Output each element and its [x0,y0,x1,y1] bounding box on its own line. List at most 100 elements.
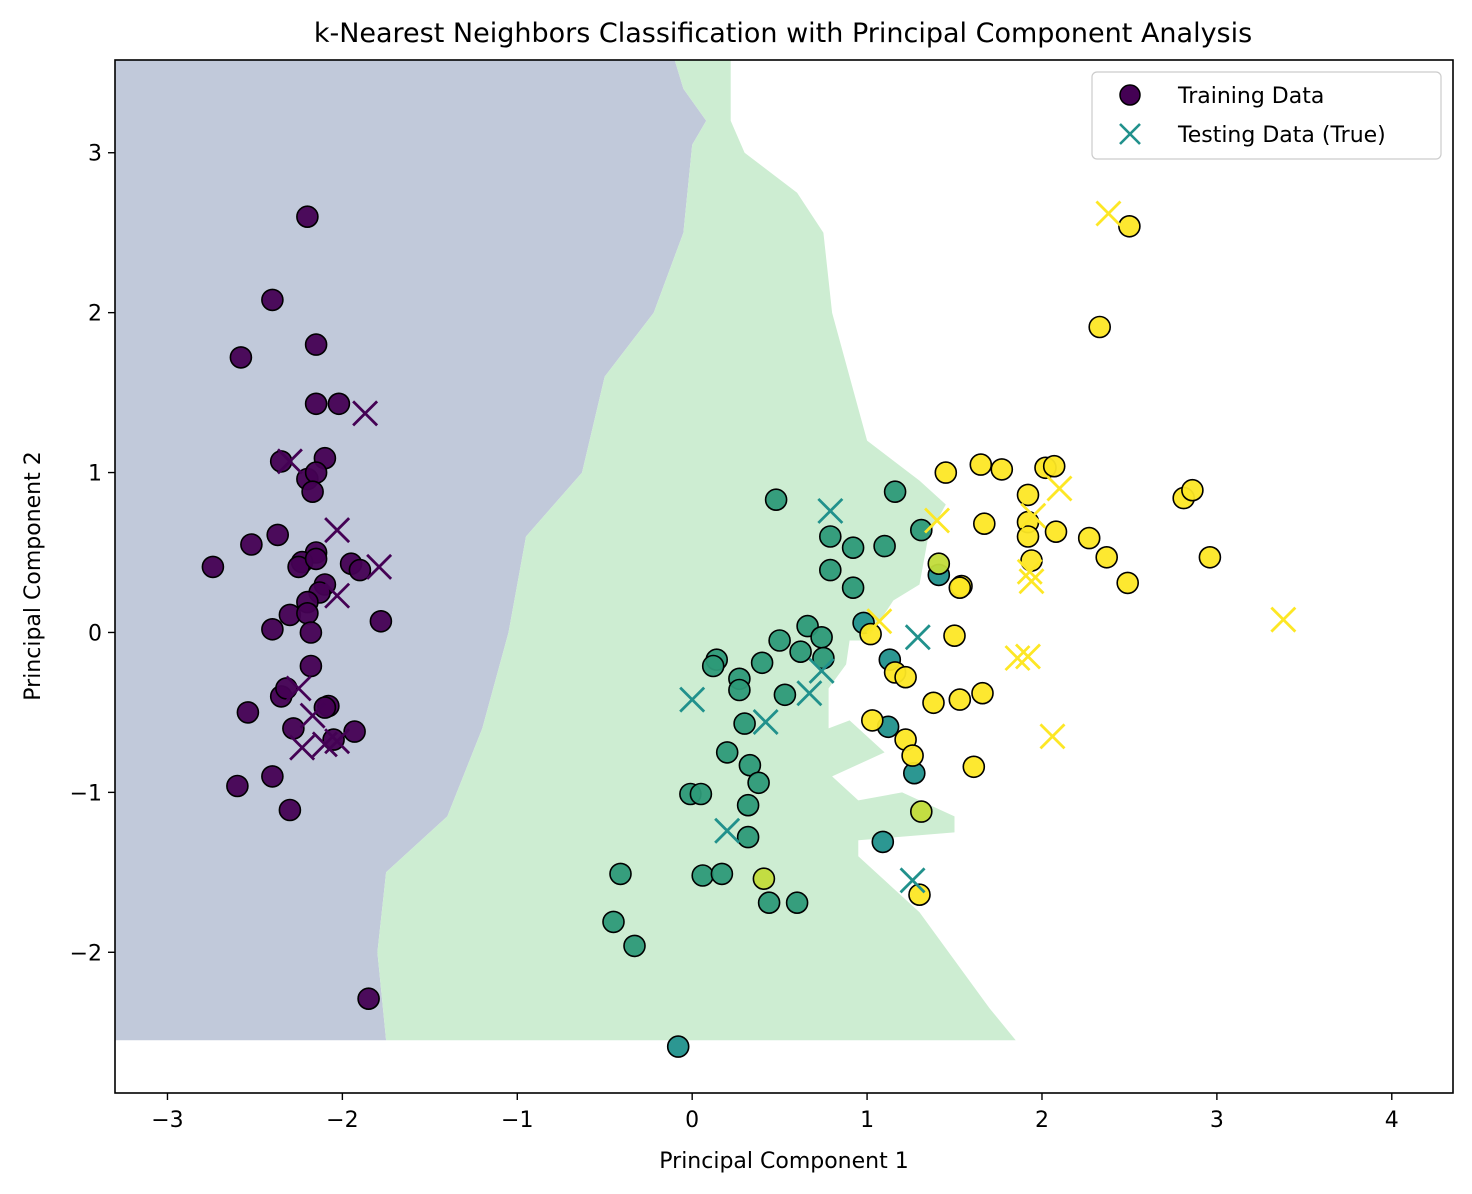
training-point-class0 [240,533,263,556]
training-point-class2 [894,665,917,689]
training-points [201,205,1222,1058]
testing-x-stroke [1095,200,1122,227]
testing-x-stroke [366,553,393,580]
training-point-class1 [757,891,781,915]
testing-x-stroke [1020,502,1047,529]
training-point-class2 [969,453,993,476]
training-point-class2 [943,624,966,648]
testing-x-stroke [1018,568,1045,595]
testing-point-class0 [324,582,351,609]
testing-x-stroke [299,702,326,729]
training-point-class2 [859,622,882,646]
training-point-class1_teal [666,1035,690,1058]
training-point-class1 [768,629,791,652]
testing-point-class2 [924,507,951,534]
y-tick-label: −2 [70,941,102,966]
x-axis-label: Principal Component 1 [659,1149,908,1174]
testing-x-stroke [1016,558,1043,585]
testing-x-stroke [899,867,926,894]
testing-x-stroke [324,728,351,755]
training-point-class2 [1042,454,1066,478]
training-point-class1 [710,862,734,886]
legend-box [1091,71,1442,160]
training-point-class0 [348,558,372,582]
training-point-class1 [789,640,812,664]
training-point-class0 [343,720,366,743]
training-point-class2 [1044,520,1068,544]
training-point-class0 [261,765,284,788]
testing-point-class0 [299,702,326,729]
testing-point-class0 [276,448,303,475]
testing-point-class0 [366,553,393,580]
x-tick-label: 4 [1385,1108,1399,1133]
training-point-class2 [1077,526,1101,550]
training-point-class1 [773,683,797,707]
training-point-class1 [750,651,774,675]
testing-x-stroke [796,680,823,707]
y-tick-label: 1 [88,462,102,487]
testing-point-class1 [714,817,741,844]
training-point-class1 [841,536,865,560]
testing-point-class2 [1046,475,1073,502]
chart-title: k-Nearest Neighbors Classification with … [314,18,1252,49]
testing-point-class1 [796,680,823,707]
training-point-class0 [229,346,253,369]
legend-training-marker [1119,84,1141,106]
y-tick-label: 3 [88,142,102,167]
testing-x-stroke [866,608,893,635]
training-point-class2 [908,883,931,907]
y-tick-label: 0 [88,621,102,646]
training-point-class0 [278,798,302,822]
x-tick-label: 1 [860,1108,874,1133]
testing-x-stroke [904,624,931,651]
training-point-class0 [261,617,284,641]
testing-x-stroke [285,675,312,702]
testing-x-stroke [324,517,351,544]
x-tick-label: −2 [326,1108,358,1133]
training-point-class2 [1095,545,1118,569]
training-point-class2 [1016,483,1040,507]
testing-point-class2 [1004,645,1031,672]
y-tick-label: −1 [70,781,102,806]
y-tick-label: 2 [88,302,102,327]
testing-x-stroke [1014,643,1041,670]
testing-x-stroke [276,448,303,475]
training-point-class0 [304,547,328,571]
training-point-class1 [883,480,907,504]
testing-point-class1 [679,686,706,713]
training-point-class0 [226,774,249,798]
training-point-class2 [971,681,994,705]
y-axis-ticks: −2 −1 0 1 2 3 [70,142,115,966]
x-tick-label: −3 [151,1108,183,1133]
training-point-class2 [922,691,945,715]
testing-x-stroke [1004,645,1031,672]
testing-x-stroke [1039,723,1066,750]
testing-x-stroke [1270,606,1297,633]
testing-point-class2 [866,608,893,635]
testing-point-class2 [1095,200,1122,227]
testing-points [276,200,1297,894]
testing-x-stroke [1046,475,1073,502]
training-point-class2 [1181,478,1204,502]
testing-point-class1 [808,657,835,684]
training-point-class2 [948,576,972,600]
testing-x-stroke [817,497,844,524]
x-tick-label: 0 [685,1108,699,1133]
legend-testing-marker [1119,123,1141,145]
testing-point-class1 [899,867,926,894]
training-point-class0 [296,205,319,228]
training-point-class1 [873,534,896,558]
training-point-class2 [990,458,1014,481]
training-point-class0 [313,696,337,719]
training-point-class2 [1116,571,1139,595]
legend-testing-label: Testing Data (True) [1177,123,1386,148]
training-point-class2 [1016,525,1040,548]
legend-training-label: Training Data [1177,84,1324,109]
testing-x-stroke [808,657,835,684]
x-axis-ticks: −3 −2 −1 0 1 2 3 4 [151,1093,1399,1133]
training-point-class1 [728,678,751,702]
training-point-class0 [304,392,328,416]
testing-point-class1 [817,497,844,524]
testing-point-class2 [1020,502,1047,529]
